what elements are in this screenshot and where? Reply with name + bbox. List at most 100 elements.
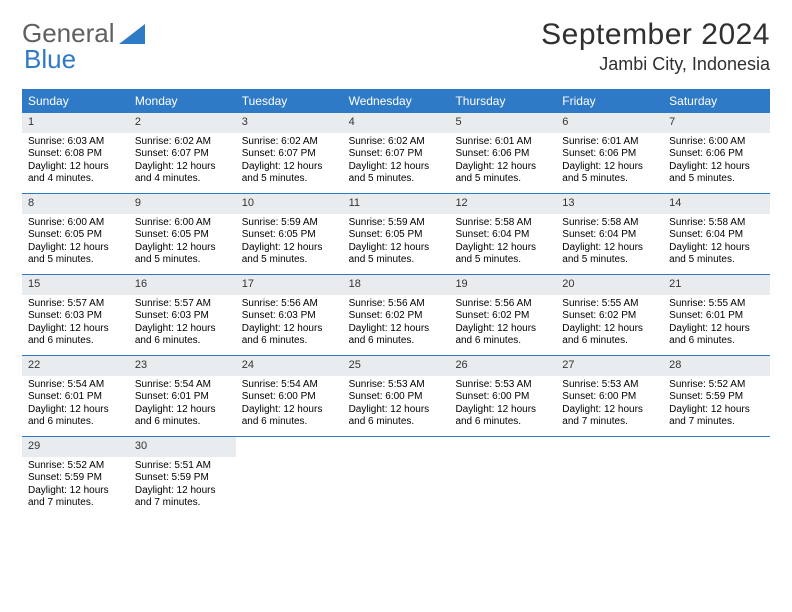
day-body: Sunrise: 5:58 AMSunset: 6:04 PMDaylight:… xyxy=(449,214,556,273)
day-line: Sunset: 5:59 PM xyxy=(669,391,764,404)
day-number: 5 xyxy=(449,113,556,133)
day-number: 2 xyxy=(129,113,236,133)
day-body: Sunrise: 6:01 AMSunset: 6:06 PMDaylight:… xyxy=(556,133,663,192)
day-line: and 6 minutes. xyxy=(455,335,550,348)
day-line: Daylight: 12 hours xyxy=(669,242,764,255)
day-line: Sunrise: 5:56 AM xyxy=(455,298,550,311)
day-line: and 5 minutes. xyxy=(562,254,657,267)
day-line: Daylight: 12 hours xyxy=(242,323,337,336)
day-cell: 16Sunrise: 5:57 AMSunset: 6:03 PMDayligh… xyxy=(129,275,236,355)
day-line: Sunrise: 6:00 AM xyxy=(669,136,764,149)
day-cell: 12Sunrise: 5:58 AMSunset: 6:04 PMDayligh… xyxy=(449,194,556,274)
day-body: Sunrise: 5:59 AMSunset: 6:05 PMDaylight:… xyxy=(343,214,450,273)
day-number: 27 xyxy=(556,356,663,376)
day-line: Sunrise: 6:01 AM xyxy=(562,136,657,149)
location-text: Jambi City, Indonesia xyxy=(541,54,770,75)
day-number: 1 xyxy=(22,113,129,133)
day-number: 16 xyxy=(129,275,236,295)
col-tuesday: Tuesday xyxy=(236,89,343,113)
day-number: 24 xyxy=(236,356,343,376)
day-body: Sunrise: 5:53 AMSunset: 6:00 PMDaylight:… xyxy=(343,376,450,435)
day-number: 23 xyxy=(129,356,236,376)
day-body: Sunrise: 5:53 AMSunset: 6:00 PMDaylight:… xyxy=(556,376,663,435)
day-line: and 5 minutes. xyxy=(135,254,230,267)
day-number: 26 xyxy=(449,356,556,376)
day-body: Sunrise: 5:54 AMSunset: 6:01 PMDaylight:… xyxy=(22,376,129,435)
day-cell: 14Sunrise: 5:58 AMSunset: 6:04 PMDayligh… xyxy=(663,194,770,274)
day-line: Daylight: 12 hours xyxy=(242,242,337,255)
day-cell: 15Sunrise: 5:57 AMSunset: 6:03 PMDayligh… xyxy=(22,275,129,355)
day-body: Sunrise: 6:00 AMSunset: 6:06 PMDaylight:… xyxy=(663,133,770,192)
calendar: Sunday Monday Tuesday Wednesday Thursday… xyxy=(22,89,770,517)
day-line: Sunset: 6:06 PM xyxy=(669,148,764,161)
day-line: and 6 minutes. xyxy=(349,416,444,429)
day-cell: 13Sunrise: 5:58 AMSunset: 6:04 PMDayligh… xyxy=(556,194,663,274)
day-number: 15 xyxy=(22,275,129,295)
day-line: Sunset: 6:01 PM xyxy=(135,391,230,404)
day-line: Sunrise: 5:51 AM xyxy=(135,460,230,473)
day-body: Sunrise: 6:03 AMSunset: 6:08 PMDaylight:… xyxy=(22,133,129,192)
day-number: 22 xyxy=(22,356,129,376)
day-cell: 11Sunrise: 5:59 AMSunset: 6:05 PMDayligh… xyxy=(343,194,450,274)
day-line: Sunset: 6:06 PM xyxy=(562,148,657,161)
day-line: Sunset: 6:01 PM xyxy=(28,391,123,404)
day-line: Daylight: 12 hours xyxy=(669,161,764,174)
day-number: 19 xyxy=(449,275,556,295)
day-line: Sunset: 6:05 PM xyxy=(242,229,337,242)
day-line: Daylight: 12 hours xyxy=(669,323,764,336)
day-line: Daylight: 12 hours xyxy=(562,242,657,255)
day-line: Daylight: 12 hours xyxy=(135,485,230,498)
day-number: 11 xyxy=(343,194,450,214)
day-number: 28 xyxy=(663,356,770,376)
day-line: and 6 minutes. xyxy=(28,416,123,429)
day-number: 21 xyxy=(663,275,770,295)
day-line: Daylight: 12 hours xyxy=(562,404,657,417)
day-body: Sunrise: 5:58 AMSunset: 6:04 PMDaylight:… xyxy=(663,214,770,273)
day-number: 30 xyxy=(129,437,236,457)
day-line: Daylight: 12 hours xyxy=(135,323,230,336)
day-body: Sunrise: 5:55 AMSunset: 6:02 PMDaylight:… xyxy=(556,295,663,354)
day-line: Sunset: 6:02 PM xyxy=(562,310,657,323)
day-cell: 24Sunrise: 5:54 AMSunset: 6:00 PMDayligh… xyxy=(236,356,343,436)
day-line: Sunrise: 5:58 AM xyxy=(562,217,657,230)
day-line: and 7 minutes. xyxy=(669,416,764,429)
header: General September 2024 Jambi City, Indon… xyxy=(22,18,770,75)
day-line: Sunrise: 6:00 AM xyxy=(135,217,230,230)
day-line: Sunrise: 5:58 AM xyxy=(455,217,550,230)
day-cell: 20Sunrise: 5:55 AMSunset: 6:02 PMDayligh… xyxy=(556,275,663,355)
day-line: Daylight: 12 hours xyxy=(455,323,550,336)
day-line: Sunrise: 5:57 AM xyxy=(135,298,230,311)
day-body: Sunrise: 5:55 AMSunset: 6:01 PMDaylight:… xyxy=(663,295,770,354)
day-line: Sunset: 6:01 PM xyxy=(669,310,764,323)
day-number: 20 xyxy=(556,275,663,295)
day-line: Sunset: 6:03 PM xyxy=(242,310,337,323)
day-body: Sunrise: 5:54 AMSunset: 6:01 PMDaylight:… xyxy=(129,376,236,435)
day-line: and 5 minutes. xyxy=(455,254,550,267)
day-line: Daylight: 12 hours xyxy=(455,242,550,255)
day-line: Daylight: 12 hours xyxy=(562,323,657,336)
day-cell: 21Sunrise: 5:55 AMSunset: 6:01 PMDayligh… xyxy=(663,275,770,355)
day-number: 14 xyxy=(663,194,770,214)
day-line: Sunset: 6:07 PM xyxy=(242,148,337,161)
day-body: Sunrise: 6:01 AMSunset: 6:06 PMDaylight:… xyxy=(449,133,556,192)
day-line: and 7 minutes. xyxy=(135,497,230,510)
day-line: Sunrise: 6:00 AM xyxy=(28,217,123,230)
day-line: Sunset: 6:05 PM xyxy=(28,229,123,242)
day-line: and 6 minutes. xyxy=(455,416,550,429)
col-sunday: Sunday xyxy=(22,89,129,113)
day-number: 12 xyxy=(449,194,556,214)
col-wednesday: Wednesday xyxy=(343,89,450,113)
day-line: Sunset: 6:02 PM xyxy=(349,310,444,323)
day-cell: 18Sunrise: 5:56 AMSunset: 6:02 PMDayligh… xyxy=(343,275,450,355)
day-number: 17 xyxy=(236,275,343,295)
day-line: and 5 minutes. xyxy=(28,254,123,267)
day-cell: 29Sunrise: 5:52 AMSunset: 5:59 PMDayligh… xyxy=(22,437,129,517)
day-line: Sunrise: 5:58 AM xyxy=(669,217,764,230)
day-line: and 6 minutes. xyxy=(669,335,764,348)
day-line: Sunrise: 5:54 AM xyxy=(28,379,123,392)
day-line: Sunrise: 5:59 AM xyxy=(349,217,444,230)
day-cell: 17Sunrise: 5:56 AMSunset: 6:03 PMDayligh… xyxy=(236,275,343,355)
day-line: Sunset: 5:59 PM xyxy=(28,472,123,485)
day-cell: 5Sunrise: 6:01 AMSunset: 6:06 PMDaylight… xyxy=(449,113,556,193)
day-line: Sunset: 6:07 PM xyxy=(349,148,444,161)
